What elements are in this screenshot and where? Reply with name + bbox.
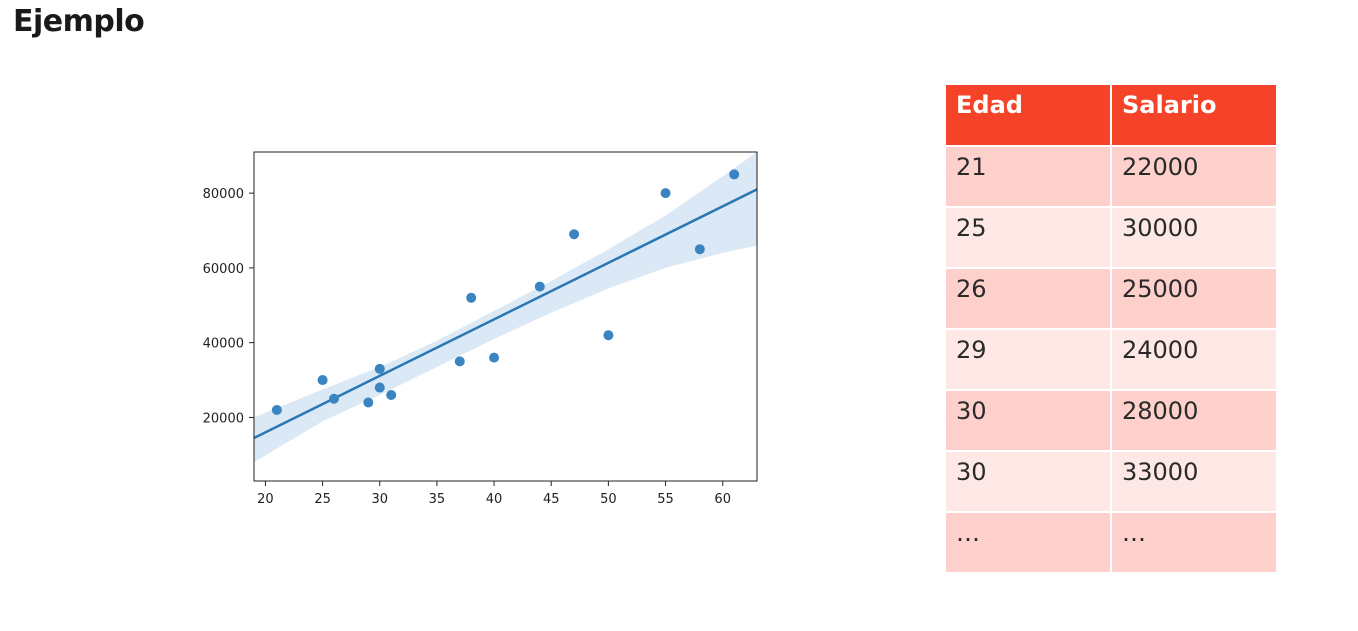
- y-tick-label: 40000: [203, 337, 244, 352]
- data-point: [329, 393, 340, 404]
- data-point: [729, 169, 740, 180]
- header-edad: Edad: [944, 83, 1112, 147]
- x-tick-label: 30: [371, 492, 388, 507]
- data-point: [271, 404, 282, 415]
- data-point: [534, 281, 545, 292]
- x-tick-label: 35: [429, 492, 446, 507]
- data-point: [489, 352, 500, 363]
- x-tick-label: 45: [543, 492, 560, 507]
- cell-edad: 29: [944, 328, 1112, 391]
- data-point: [374, 382, 385, 393]
- table-row: 30 28000: [944, 389, 1278, 452]
- data-point: [694, 244, 705, 255]
- data-point: [466, 292, 477, 303]
- cell-edad: …: [944, 511, 1112, 574]
- table-row: 30 33000: [944, 450, 1278, 513]
- data-table: Edad Salario 21 22000 25 30000 26 25000 …: [944, 83, 1278, 574]
- data-point: [386, 390, 397, 401]
- cell-edad: 30: [944, 389, 1112, 452]
- confidence-band: [254, 152, 757, 463]
- header-salario: Salario: [1110, 83, 1278, 147]
- table-row: 25 30000: [944, 206, 1278, 269]
- cell-salario: …: [1110, 511, 1278, 574]
- cell-edad: 26: [944, 267, 1112, 330]
- page-title: Ejemplo: [13, 4, 145, 39]
- data-point: [454, 356, 465, 367]
- table-header-row: Edad Salario: [944, 83, 1278, 147]
- cell-salario: 28000: [1110, 389, 1278, 452]
- y-tick-label: 20000: [203, 411, 244, 426]
- x-tick-label: 40: [486, 492, 503, 507]
- cell-edad: 25: [944, 206, 1112, 269]
- x-tick-label: 55: [657, 492, 674, 507]
- table-row: 26 25000: [944, 267, 1278, 330]
- cell-salario: 24000: [1110, 328, 1278, 391]
- cell-edad: 21: [944, 145, 1112, 208]
- data-point: [363, 397, 374, 408]
- y-tick-label: 60000: [203, 262, 244, 277]
- x-tick-label: 25: [314, 492, 331, 507]
- scatter-chart: 20 25 30 35 40 45 50 55 60 20000 40000 60000 80000: [203, 151, 758, 507]
- cell-salario: 25000: [1110, 267, 1278, 330]
- table-row: … …: [944, 511, 1278, 574]
- table-row: 29 24000: [944, 328, 1278, 391]
- x-tick-label: 60: [714, 492, 731, 507]
- x-tick-label: 50: [600, 492, 617, 507]
- plot-frame: [253, 151, 758, 482]
- data-points-layer: [271, 169, 740, 415]
- data-point: [660, 188, 671, 199]
- data-point: [569, 229, 580, 240]
- confidence-band-layer: [254, 152, 757, 463]
- x-tick-label: 20: [257, 492, 274, 507]
- data-point: [374, 363, 385, 374]
- y-tick-label: 80000: [203, 187, 244, 202]
- data-point: [603, 330, 614, 341]
- cell-salario: 22000: [1110, 145, 1278, 208]
- cell-salario: 33000: [1110, 450, 1278, 513]
- data-point: [317, 375, 328, 386]
- cell-edad: 30: [944, 450, 1112, 513]
- table-row: 21 22000: [944, 145, 1278, 208]
- cell-salario: 30000: [1110, 206, 1278, 269]
- axes-layer: 20 25 30 35 40 45 50 55 60 20000 40000 60000 80000: [203, 151, 758, 507]
